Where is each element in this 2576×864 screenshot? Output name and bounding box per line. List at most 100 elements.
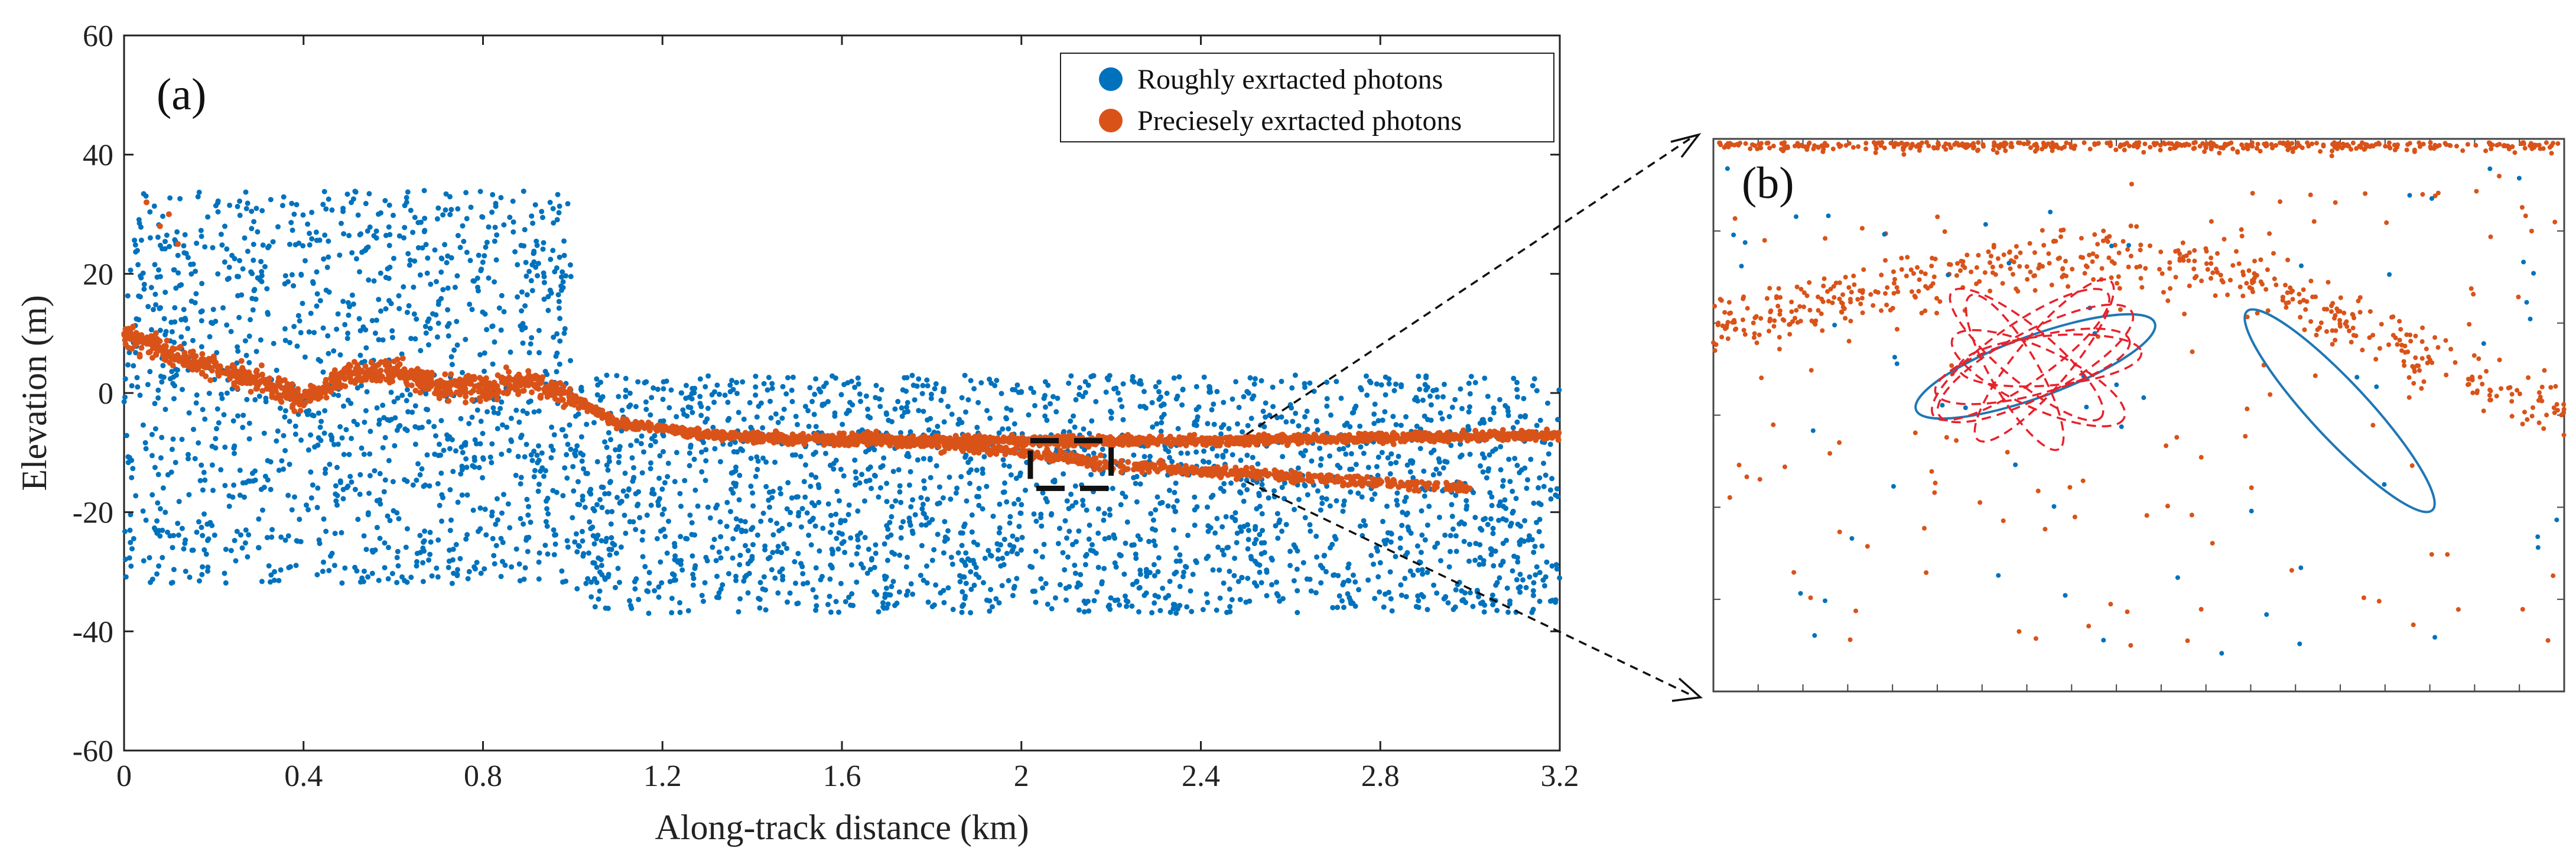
rough-photon-point [1357,423,1363,429]
rough-photon-point [890,469,896,475]
rough-photon-point [432,247,438,253]
rough-photon-point [1123,494,1128,500]
rough-photon-point [733,465,739,470]
rough-photon-point [718,534,724,540]
rough-photon-point [1545,400,1550,406]
rough-photon-point [690,571,696,577]
rough-photon-point [1423,387,1429,393]
rough-photon-point [459,467,465,473]
rough-photon-point [499,293,505,298]
rough-photon-point [736,497,742,503]
rough-photon-point [1042,379,1048,385]
rough-photon-point [640,554,646,560]
rough-photon-point [924,580,930,586]
rough-photon-point [850,402,856,408]
rough-photon-point [158,305,163,311]
rough-photon-point [186,456,191,462]
rough-photon-point [1072,483,1078,489]
rough-photon-point [856,381,861,387]
rough-photon-point [1480,417,1486,423]
rough-photon-point [1066,528,1072,534]
rough-photon-point [940,495,946,501]
rough-photon-point [942,538,948,544]
rough-photon-point [1450,526,1456,532]
rough-photon-point [683,535,689,541]
rough-photon-point [753,373,759,379]
rough-photon-point [728,486,734,492]
rough-photon-point [551,334,557,340]
rough-photon-point [367,473,373,479]
rough-photon-point [520,408,526,414]
rough-photon-point [487,454,493,460]
rough-photon-point [649,395,655,401]
rough-photon-point [460,450,466,456]
rough-photon-point [482,368,487,374]
rough-photon-point [320,569,326,574]
rough-photon-point [1341,605,1346,610]
rough-photon-point [492,225,498,230]
rough-photon-point [1400,509,1406,515]
rough-photon-point [903,404,909,410]
rough-photon-point [678,561,684,567]
rough-photon-point [549,424,555,430]
rough-photon-point [1315,427,1320,433]
rough-photon-point [1130,582,1136,587]
rough-photon-point [234,528,240,534]
rough-photon-point [789,399,795,404]
rough-photon-point [1095,506,1101,512]
rough-photon-point [677,609,683,615]
rough-photon-point [450,469,456,475]
rough-photon-point [679,567,685,573]
rough-photon-point [198,228,204,233]
rough-photon-point [1158,428,1164,434]
rough-photon-point [181,307,187,313]
rough-photon-point [202,416,208,422]
rough-photon-point [490,535,496,541]
rough-photon-point [656,595,662,600]
rough-photon-point [199,281,205,287]
rough-photon-point [457,556,463,561]
rough-photon-point [1072,424,1078,430]
rough-photon-point [995,556,1001,562]
rough-photon-point [1101,517,1107,523]
rough-photon-point [1399,522,1405,528]
rough-photon-point [359,445,365,451]
rough-photon-point [210,307,216,313]
rough-photon-point [658,559,663,565]
rough-photon-point [769,567,775,573]
rough-photon-point [451,570,457,576]
rough-photon-point [378,270,383,276]
rough-photon-point [1485,468,1491,474]
rough-photon-point [420,545,426,551]
rough-photon-point [1245,537,1251,543]
rough-photon-point [671,577,677,583]
rough-photon-point [1319,501,1325,506]
rough-photon-point [762,543,768,549]
rough-photon-point [1133,556,1139,561]
rough-photon-point [941,550,947,556]
rough-photon-point [1215,544,1221,550]
precise-photon-point [412,388,419,394]
rough-photon-point [499,452,505,457]
rough-photon-point [1372,596,1378,602]
rough-photon-point [1394,502,1400,508]
rough-photon-point [152,401,158,407]
rough-photon-point [133,493,139,499]
rough-photon-point [1404,510,1410,516]
rough-photon-point [1210,492,1216,498]
rough-photon-point [959,543,965,548]
rough-photon-point [1026,412,1032,418]
rough-photon-point [639,537,645,543]
rough-photon-point [1404,550,1410,556]
rough-photon-point [1099,581,1105,587]
rough-photon-point [230,494,236,500]
rough-photon-point [1418,550,1424,556]
rough-photon-point [1190,571,1196,577]
rough-photon-point [968,586,974,592]
rough-photon-point [642,564,648,570]
rough-photon-point [528,341,534,347]
rough-photon-point [702,478,708,483]
rough-photon-point [1159,499,1165,505]
rough-photon-point [811,411,817,417]
rough-photon-point [1417,446,1423,452]
